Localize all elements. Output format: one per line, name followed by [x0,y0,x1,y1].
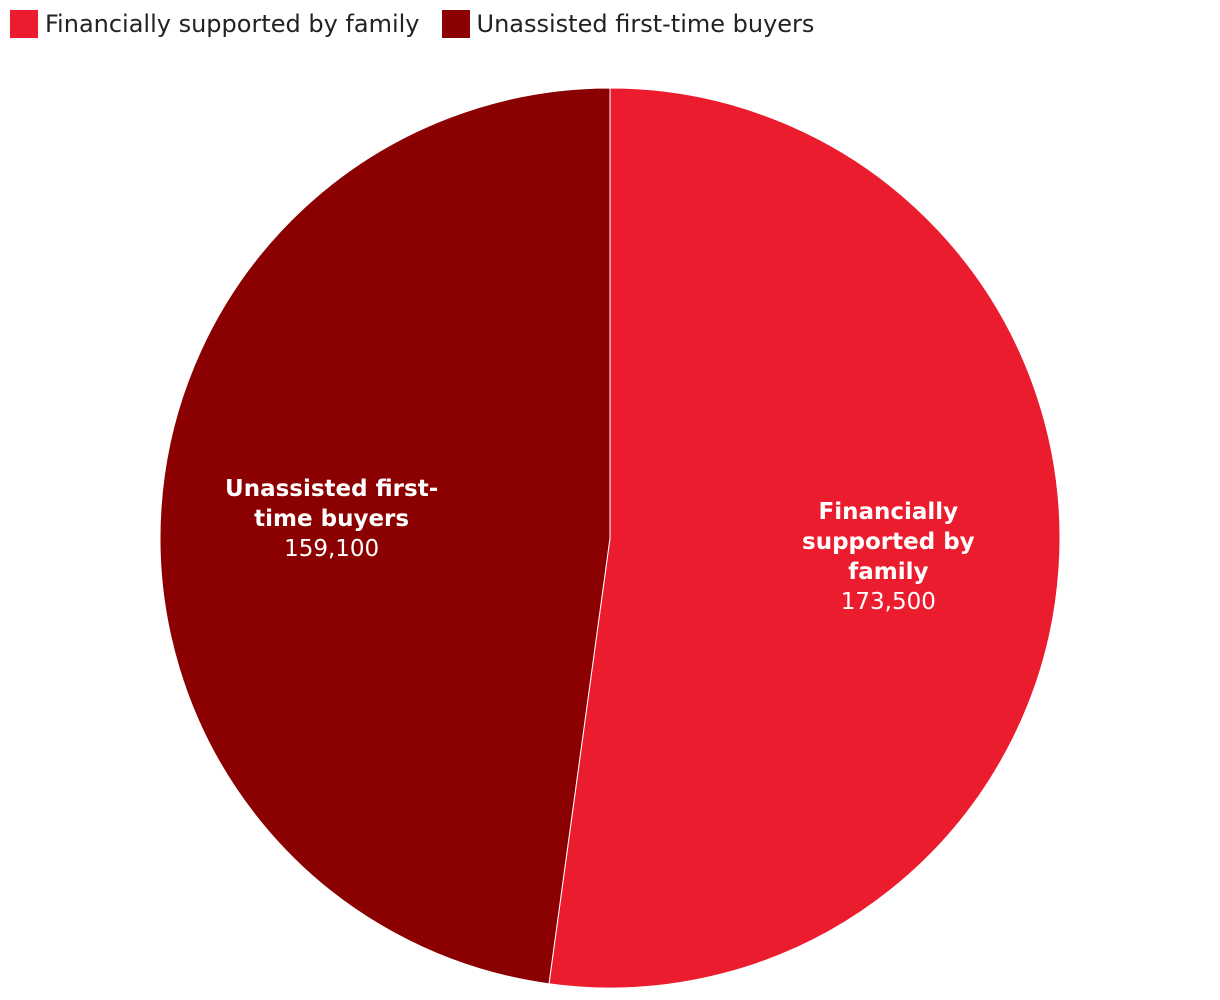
legend-item: Financially supported by family [10,10,420,38]
legend-swatch [441,10,470,38]
legend-label: Financially supported by family [45,10,420,38]
slice-value: 173,500 [840,588,936,615]
legend-item: Unassisted first-time buyers [441,10,815,38]
pie-slice [548,87,1061,989]
slice-name: Financially supported by family [802,498,975,585]
slice-value: 159,100 [284,536,380,563]
slice-label: Financially supported by family 173,500 [773,497,1003,617]
legend-label: Unassisted first-time buyers [476,10,815,38]
slice-label: Unassisted first-time buyers 159,100 [217,474,447,564]
pie-slice [159,87,611,985]
legend-swatch [10,10,38,38]
legend: Financially supported by family Unassiste… [10,10,814,38]
slice-name: Unassisted first-time buyers [225,476,439,533]
